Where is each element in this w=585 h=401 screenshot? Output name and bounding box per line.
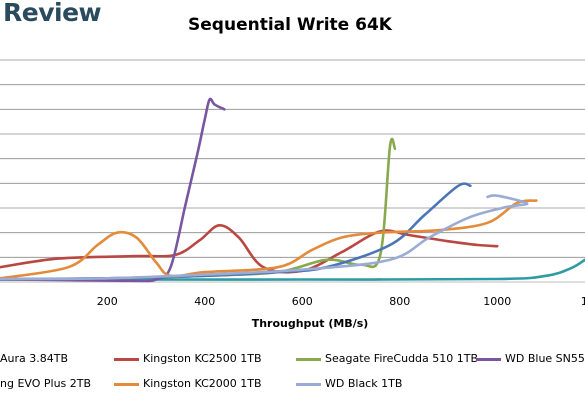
chart-title: Sequential Write 64K: [188, 15, 392, 35]
legend-item: Kingston KC2000 1TB: [114, 377, 262, 390]
legend-label: Seagate FireCudda 510 1TB: [325, 352, 479, 365]
series-lines: [0, 97, 585, 283]
legend-swatch: [296, 357, 321, 361]
legend-item: WD Blue SN550: [476, 352, 585, 365]
x-tick-label: 800: [389, 295, 410, 308]
x-tick-label: 200: [97, 295, 118, 308]
legend-swatch: [296, 382, 321, 386]
x-tick-label: 600: [292, 295, 313, 308]
legend-item: WD Black 1TB: [296, 377, 402, 390]
legend-swatch: [476, 357, 501, 361]
legend-label: Kingston KC2500 1TB: [143, 352, 262, 365]
legend-swatch: [114, 357, 139, 361]
legend-item: ng EVO Plus 2TB: [0, 377, 91, 390]
legend-label: WD Black 1TB: [325, 377, 403, 390]
x-axis-label: Throughput (MB/s): [252, 317, 369, 330]
chart-legend: Aura 3.84TB Kingston KC2500 1TB Seagate …: [0, 344, 585, 401]
x-tick-label: 1200: [581, 295, 585, 308]
series-line: [0, 199, 538, 280]
legend-swatch: [114, 382, 139, 386]
legend-item: Aura 3.84TB: [0, 352, 68, 365]
legend-label: WD Blue SN550: [505, 352, 585, 365]
legend-label: ng EVO Plus 2TB: [0, 377, 92, 390]
legend-label: Aura 3.84TB: [0, 352, 69, 365]
legend-item: Seagate FireCudda 510 1TB: [296, 352, 478, 365]
x-tick-labels: 200 400 600 800 1000 1200: [97, 295, 585, 308]
series-line: [0, 224, 499, 274]
site-logo: Review: [3, 0, 102, 27]
x-tick-label: 1000: [483, 295, 511, 308]
gridlines: [0, 59, 585, 283]
series-line: [0, 97, 226, 283]
legend-label: Kingston KC2000 1TB: [143, 377, 262, 390]
series-line: [0, 194, 529, 281]
legend-item: Kingston KC2500 1TB: [114, 352, 262, 365]
x-tick-label: 400: [194, 295, 215, 308]
